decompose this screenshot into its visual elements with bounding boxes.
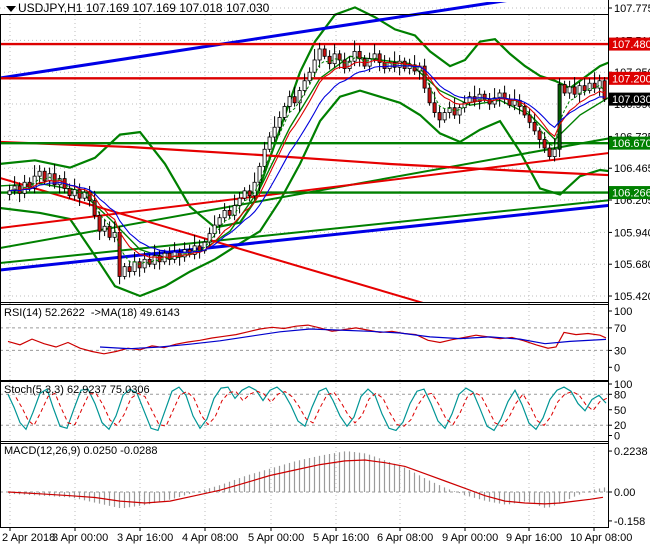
time-axis-label: 4 Apr 08:00 bbox=[182, 532, 238, 544]
price-axis[interactable]: 107.775107.510107.250106.990106.725106.4… bbox=[608, 3, 650, 528]
macd-axis-label: 0.00 bbox=[614, 487, 635, 499]
price-axis-label: 105.680 bbox=[614, 259, 650, 271]
stoch-d-line bbox=[15, 390, 608, 427]
time-axis-label: 6 Apr 08:00 bbox=[377, 532, 433, 544]
stoch-axis-label: 80 bbox=[614, 389, 626, 401]
price-axis-label: 105.940 bbox=[614, 227, 650, 239]
stoch-k-line bbox=[7, 385, 607, 432]
bollinger-lower-band bbox=[0, 89, 608, 298]
price-badge-text: 107.030 bbox=[612, 94, 650, 106]
rsi-axis-label: 0 bbox=[614, 362, 620, 374]
ema-mid-red bbox=[9, 59, 605, 259]
trendline-2 bbox=[0, 199, 608, 264]
stoch-axis-label: 20 bbox=[614, 420, 626, 432]
stoch-indicator-label: Stoch(5,3,3) 62.9237 75.0306 bbox=[4, 384, 150, 396]
ema-fast-green bbox=[9, 57, 605, 265]
stoch-axis-label: 0 bbox=[614, 431, 620, 443]
time-axis-label: 5 Apr 00:00 bbox=[248, 532, 304, 544]
rsi-axis-label: 70 bbox=[614, 323, 626, 335]
rsi-axis-label: 100 bbox=[614, 306, 632, 318]
rsi-indicator-label: RSI(14) 52.2622 ->MA(18) 49.6143 bbox=[4, 307, 180, 319]
rsi-ma-line bbox=[99, 328, 607, 350]
symbol-dropdown-caret[interactable] bbox=[6, 6, 16, 12]
trendline-5 bbox=[0, 177, 424, 302]
macd-panel[interactable] bbox=[7, 451, 606, 509]
time-axis-label: 3 Apr 00:00 bbox=[52, 532, 108, 544]
price-badge bbox=[609, 37, 650, 51]
chart-title: USDJPY,H1 107.169 107.169 107.018 107.03… bbox=[18, 1, 270, 15]
price-badge-text: 107.480 bbox=[612, 39, 650, 51]
macd-signal-line bbox=[7, 459, 604, 505]
price-axis-label: 106.465 bbox=[614, 163, 650, 175]
price-badge bbox=[609, 186, 650, 200]
trendline-0 bbox=[0, 2, 507, 80]
bollinger-upper-band bbox=[0, 6, 608, 229]
time-axis-label: 3 Apr 16:00 bbox=[117, 532, 173, 544]
candlesticks bbox=[7, 40, 607, 285]
rsi-panel[interactable] bbox=[7, 324, 607, 355]
macd-indicator-label: MACD(12,26,9) 0.0250 -0.0288 bbox=[4, 445, 158, 457]
macd-axis-label: 0.2238 bbox=[614, 446, 648, 458]
ema-slow-blue bbox=[9, 65, 605, 254]
price-badge-text: 106.670 bbox=[612, 138, 650, 150]
price-axis-label: 105.420 bbox=[614, 291, 650, 303]
macd-axis-label: -0.158 bbox=[614, 516, 645, 528]
main-chart-overlays bbox=[0, 2, 608, 302]
price-badge bbox=[609, 92, 650, 106]
stoch-axis-label: 100 bbox=[614, 379, 632, 391]
stoch-axis-label: 50 bbox=[614, 405, 626, 417]
time-axis-label: 9 Apr 00:00 bbox=[442, 532, 498, 544]
time-axis-label: 2 Apr 2018 bbox=[2, 532, 55, 544]
rsi-axis-label: 30 bbox=[614, 345, 626, 357]
price-axis-label: 107.775 bbox=[614, 3, 650, 15]
price-badge-text: 107.200 bbox=[612, 73, 650, 85]
slow-ma-red bbox=[0, 140, 608, 177]
price-badge bbox=[609, 136, 650, 150]
price-badge bbox=[609, 71, 650, 85]
time-axis-label: 9 Apr 16:00 bbox=[506, 532, 562, 544]
price-badge-text: 106.266 bbox=[612, 188, 650, 200]
trendline-1 bbox=[0, 203, 608, 272]
time-axis-label: 5 Apr 16:00 bbox=[313, 532, 369, 544]
time-axis-label: 10 Apr 08:00 bbox=[570, 532, 632, 544]
stochastic-panel[interactable] bbox=[7, 385, 614, 432]
